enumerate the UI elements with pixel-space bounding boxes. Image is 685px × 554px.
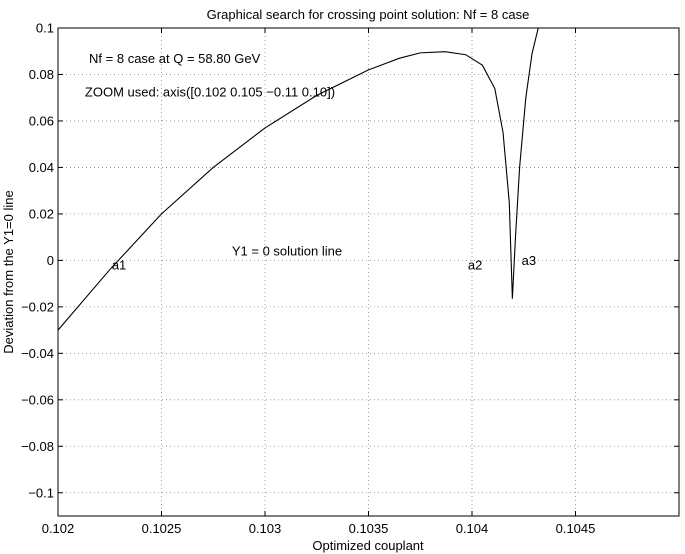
- y-tick-label: 0.1: [36, 21, 54, 36]
- y-tick-label: 0.02: [29, 206, 54, 221]
- y-tick-label: 0: [47, 253, 54, 268]
- y-tick-label: −0.08: [21, 439, 54, 454]
- annotation-text: a1: [112, 258, 126, 273]
- x-tick-label: 0.102: [42, 521, 75, 536]
- y-axis-label: Deviation from the Y1=0 line: [1, 190, 16, 353]
- chart-title: Graphical search for crossing point solu…: [207, 7, 530, 22]
- y-tick-label: 0.08: [29, 67, 54, 82]
- axis-ticks: [57, 27, 679, 516]
- grid: [58, 27, 679, 516]
- x-axis-label: Optimized couplant: [312, 538, 424, 553]
- y-tick-label: 0.06: [29, 113, 54, 128]
- annotations: Nf = 8 case at Q = 58.80 GeV ZOOM used: a…: [85, 51, 536, 273]
- series-line: [58, 28, 539, 331]
- x-tick-label: 0.1035: [349, 521, 389, 536]
- y-tick-label: −0.04: [21, 346, 54, 361]
- tick-labels: 0.102 0.1025 0.103 0.1035 0.104 0.1045 0.1 0.08…: [21, 21, 595, 537]
- annotation-text: a2: [468, 258, 482, 273]
- x-tick-label: 0.1045: [556, 521, 596, 536]
- y-tick-label: 0.04: [29, 160, 54, 175]
- annotation-text: ZOOM used: axis([0.102 0.105 −0.11 0.10]…: [85, 85, 335, 100]
- annotation-text: Nf = 8 case at Q = 58.80 GeV: [89, 51, 261, 66]
- series-lines: [58, 28, 539, 331]
- annotation-text: Y1 = 0 solution line: [232, 244, 342, 259]
- x-tick-label: 0.103: [249, 521, 282, 536]
- y-tick-label: −0.06: [21, 392, 54, 407]
- x-tick-label: 0.104: [456, 521, 489, 536]
- y-tick-label: −0.02: [21, 299, 54, 314]
- annotation-text: a3: [522, 253, 536, 268]
- x-tick-label: 0.1025: [142, 521, 182, 536]
- y-tick-label: −0.1: [28, 485, 54, 500]
